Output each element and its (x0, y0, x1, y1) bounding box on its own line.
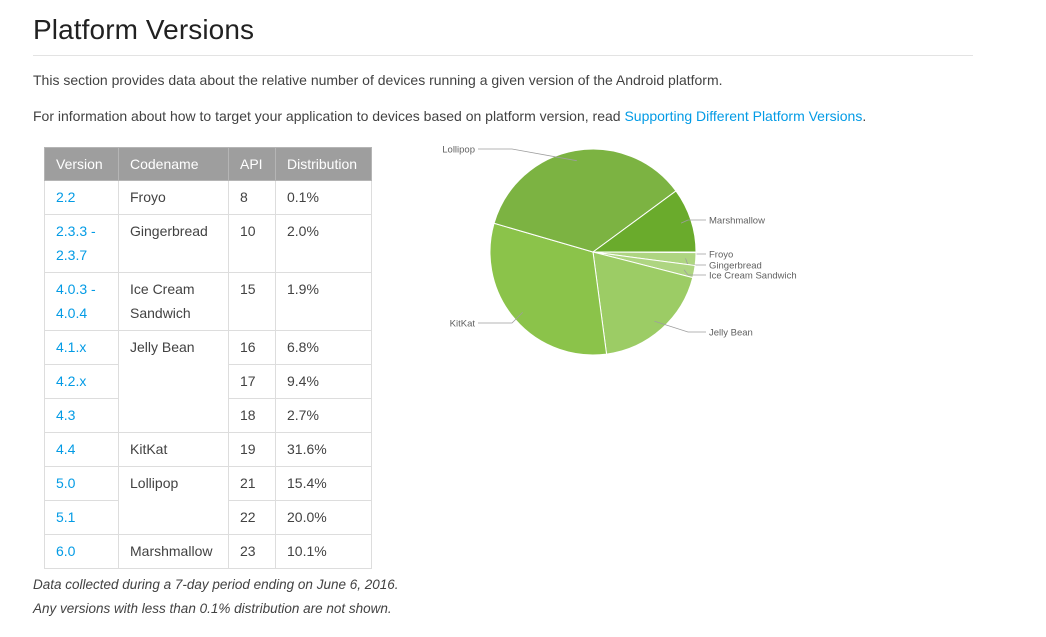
page-title: Platform Versions (33, 14, 255, 45)
data-collection-note: Data collected during a 7-day period end… (33, 577, 399, 592)
target-info-text: For information about how to target your… (33, 108, 625, 124)
api-cell: 17 (228, 364, 276, 399)
table-row: 2.3.3 - 2.3.7 Gingerbread 10 2.0% (44, 214, 372, 273)
codename-cell: Froyo (118, 180, 229, 215)
codename-cell: Gingerbread (118, 214, 229, 273)
pie-slice-jelly-bean (592, 251, 694, 355)
table-row: 4.1.x Jelly Bean 16 6.8% (44, 330, 372, 433)
api-cell: 10 (228, 214, 276, 273)
version-column-header: Version (44, 147, 119, 181)
svg-text:KitKat: KitKat (450, 319, 476, 330)
svg-text:Jelly Bean: Jelly Bean (709, 328, 753, 339)
svg-text:Marshmallow: Marshmallow (709, 216, 765, 227)
intro-paragraph: This section provides data about the rel… (33, 72, 723, 88)
pie-label-lollipop: Lollipop (442, 145, 577, 162)
svg-text:Ice Cream Sandwich: Ice Cream Sandwich (709, 271, 797, 282)
codename-cell: KitKat (118, 432, 229, 467)
codename-cell: Jelly Bean (118, 330, 229, 433)
api-cell: 16 (228, 330, 276, 365)
table-row: 4.0.3 - 4.0.4 Ice Cream Sandwich 15 1.9% (44, 272, 372, 331)
distribution-cell: 9.4% (275, 364, 372, 399)
distribution-column-header: Distribution (275, 147, 372, 181)
svg-text:Gingerbread: Gingerbread (709, 261, 762, 272)
version-link[interactable]: 4.2.x (44, 364, 119, 399)
target-info-period: . (862, 108, 867, 124)
pie-label-ice-cream-sandwich: Ice Cream Sandwich (683, 269, 797, 282)
api-column-header: API (228, 147, 276, 181)
table-row: 5.1 22 20.0% (44, 500, 372, 535)
api-cell: 15 (228, 272, 276, 331)
table-row: 2.2 Froyo 8 0.1% (44, 180, 372, 215)
svg-text:Froyo: Froyo (709, 250, 733, 261)
api-cell: 18 (228, 398, 276, 433)
distribution-table: Version Codename API Distribution 2.2 Fr… (44, 147, 372, 569)
distribution-cell: 6.8% (275, 330, 372, 365)
pie-label-kitkat: KitKat (450, 312, 523, 330)
distribution-cell: 10.1% (275, 534, 372, 569)
distribution-cell: 20.0% (275, 500, 372, 535)
version-link[interactable]: 4.0.3 - 4.0.4 (44, 272, 119, 331)
api-cell: 19 (228, 432, 276, 467)
distribution-cell: 31.6% (275, 432, 372, 467)
version-link[interactable]: 6.0 (44, 534, 119, 569)
version-link[interactable]: 4.1.x (44, 330, 119, 365)
table-row: 4.3 18 2.7% (44, 398, 372, 433)
distribution-cell: 15.4% (275, 466, 372, 501)
pie-label-marshmallow: Marshmallow (680, 216, 765, 227)
distribution-cell: 2.7% (275, 398, 372, 433)
codename-cell: Ice Cream Sandwich (118, 272, 229, 331)
version-link[interactable]: 2.3.3 - 2.3.7 (44, 214, 119, 273)
codename-cell: Lollipop (118, 466, 229, 535)
table-row: 4.4 KitKat 19 31.6% (44, 432, 372, 467)
version-link[interactable]: 5.0 (44, 466, 119, 501)
pie-slice-kitkat (489, 222, 608, 356)
table-header-row: Version Codename API Distribution (44, 147, 372, 181)
minimum-distribution-note: Any versions with less than 0.1% distrib… (33, 601, 392, 616)
distribution-pie-chart: Froyo Gingerbread Ice Cream Sandwich Jelly … (420, 138, 820, 368)
target-info-paragraph: For information about how to target your… (33, 108, 866, 124)
codename-column-header: Codename (118, 147, 229, 181)
distribution-cell: 2.0% (275, 214, 372, 273)
supporting-platform-versions-link[interactable]: Supporting Different Platform Versions (624, 108, 863, 124)
version-link[interactable]: 4.3 (44, 398, 119, 433)
version-link[interactable]: 2.2 (44, 180, 119, 215)
pie-slice-lollipop (493, 148, 677, 253)
title-divider (33, 55, 973, 56)
pie-label-jelly-bean: Jelly Bean (654, 320, 753, 339)
api-cell: 8 (228, 180, 276, 215)
api-cell: 22 (228, 500, 276, 535)
codename-cell: Marshmallow (118, 534, 229, 569)
version-link[interactable]: 4.4 (44, 432, 119, 467)
version-link[interactable]: 5.1 (44, 500, 119, 535)
table-row: 4.2.x 17 9.4% (44, 364, 372, 399)
api-cell: 21 (228, 466, 276, 501)
distribution-cell: 1.9% (275, 272, 372, 331)
svg-text:Lollipop: Lollipop (442, 145, 475, 156)
distribution-cell: 0.1% (275, 180, 372, 215)
api-cell: 23 (228, 534, 276, 569)
table-row: 5.0 Lollipop 21 15.4% (44, 466, 372, 535)
table-row: 6.0 Marshmallow 23 10.1% (44, 534, 372, 569)
